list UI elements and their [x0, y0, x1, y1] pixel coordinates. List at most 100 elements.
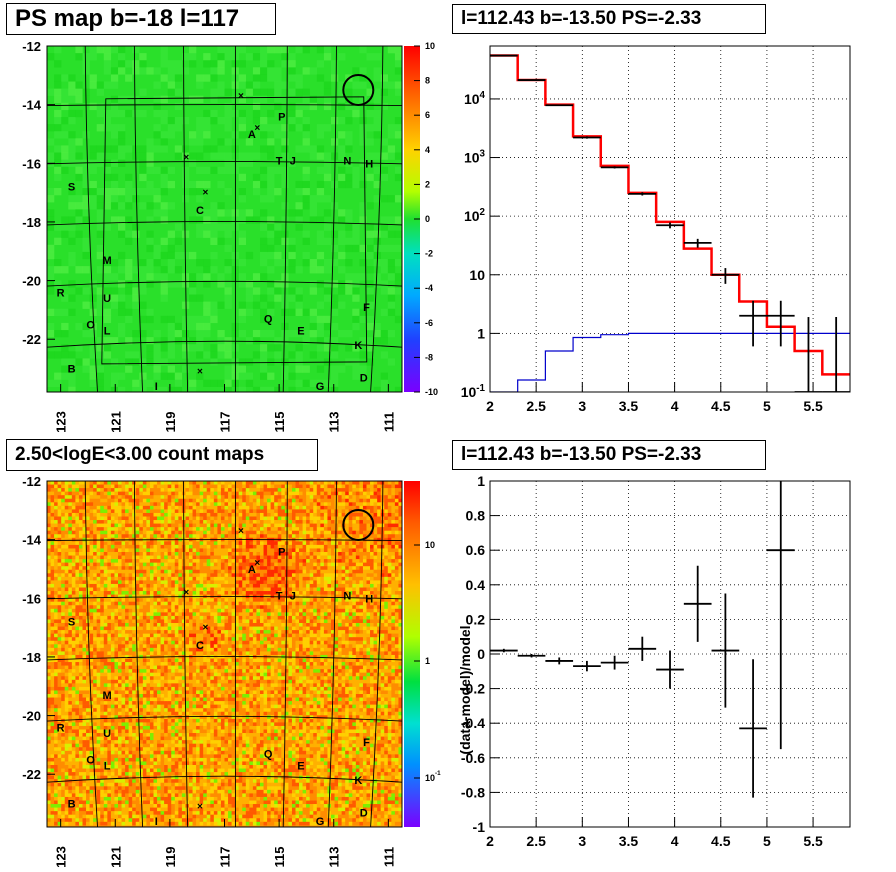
source-label: E	[297, 325, 304, 337]
source-cross: ×	[238, 526, 244, 537]
source-cross: ×	[254, 558, 260, 569]
source-label: N	[343, 155, 351, 167]
ps-map-texture	[47, 46, 402, 392]
total-model-line	[490, 54, 850, 376]
y-tick-label: 0.4	[466, 577, 486, 593]
colorbar-tick-label: 4	[425, 145, 430, 155]
x-tick-label: 2	[486, 398, 494, 414]
x-tick-label: 123	[54, 846, 69, 868]
colorbar-tick-label: -10	[425, 387, 438, 397]
x-tick-label: 4.5	[711, 398, 731, 414]
source-label: M	[102, 255, 111, 267]
y-tick-label: -12	[22, 474, 41, 489]
meridian-line	[133, 481, 144, 827]
x-tick-label: 2	[486, 833, 494, 849]
x-tick-label: 3	[578, 833, 586, 849]
source-label: H	[365, 593, 373, 605]
residual-axes: 2 2.5 3 3.5 4 4.5 5 5.5 1 0.8 0.6 0.4 0.2 0 -0.2 -0.4 -0…	[461, 473, 823, 849]
source-label: D	[360, 807, 368, 819]
source-label: O	[86, 755, 95, 767]
x-tick-label: 121	[108, 846, 123, 868]
y-tick-label: 10	[469, 267, 485, 283]
source-label: P	[278, 111, 285, 123]
source-label: K	[354, 340, 362, 352]
source-label: M	[102, 690, 111, 702]
x-tick-label: 113	[327, 847, 342, 868]
colorbar-tick-label: 8	[425, 76, 430, 86]
source-label: P	[278, 546, 285, 558]
y-tick-label: -16	[22, 591, 41, 606]
y-tick-label: -0.2	[461, 681, 485, 697]
x-tick-label: 111	[381, 412, 396, 432]
y-tick-label: 104	[464, 90, 486, 107]
parallel-line	[47, 596, 402, 600]
source-label: C	[196, 205, 204, 217]
source-label: A	[248, 129, 256, 141]
y-tick-label: 1	[477, 473, 485, 489]
meridian-line	[84, 481, 98, 827]
spectrum-grid	[489, 46, 850, 393]
x-tick-label: 3.5	[619, 398, 639, 414]
x-tick-label: 5	[763, 833, 771, 849]
source-label: A	[248, 564, 256, 576]
source-label: S	[68, 617, 75, 629]
y-tick-label: -18	[22, 215, 41, 230]
source-label: L	[104, 325, 111, 337]
x-tick-label: 121	[108, 411, 123, 433]
source-label: H	[365, 158, 373, 170]
colorbar-tick-label: -4	[425, 283, 433, 293]
source-label: D	[360, 372, 368, 384]
x-tick-label: 4.5	[711, 833, 731, 849]
spectrum-frame	[489, 45, 851, 393]
source-label: K	[354, 775, 362, 787]
x-tick-label: 4	[671, 833, 679, 849]
source-label: Q	[264, 749, 273, 761]
y-tick-label: 1	[477, 325, 485, 341]
source-cross: ×	[202, 623, 208, 634]
colorbar-tick-label: 10	[425, 540, 435, 550]
x-tick-label: 119	[163, 412, 178, 433]
colorbar-tick-label: 2	[425, 179, 430, 189]
ps-map-overlay: P A T J N H S C M R U F Q O L E K B D I G × × × × ×	[47, 46, 402, 393]
source-label: G	[316, 381, 325, 393]
parallel-line	[47, 775, 402, 783]
panel-title-residuals: l=112.43 b=-13.50 PS=-2.33	[452, 440, 766, 470]
residual-y-label: (data-model)/model	[457, 625, 473, 754]
panel-title-count-map: 2.50<logE<3.00 count maps	[6, 439, 318, 471]
meridian-line	[84, 46, 98, 392]
source-cross: ×	[254, 123, 260, 134]
ps-map-panel: P A T J N H S C M R U F Q O L E K B D I G × × × × × 10 8 6 4 2 0 -2 -4 -6…	[22, 39, 438, 433]
parallel-line	[47, 655, 402, 661]
source-label: J	[290, 590, 296, 602]
meridian-line	[183, 46, 189, 392]
source-cross: ×	[197, 801, 203, 812]
source-label: U	[103, 293, 111, 305]
colorbar-tick-label: -8	[425, 352, 433, 362]
source-cross: ×	[183, 152, 189, 163]
source-label: T	[276, 590, 283, 602]
source-label: Q	[264, 314, 273, 326]
count-colorbar	[404, 481, 420, 827]
x-tick-label: 123	[54, 411, 69, 433]
y-tick-label: -22	[22, 767, 41, 782]
colorbar-tick-label: 1	[425, 656, 430, 666]
source-label: F	[363, 302, 370, 314]
x-tick-label: 3.5	[619, 833, 639, 849]
source-label: R	[57, 722, 65, 734]
x-tick-label: 119	[163, 847, 178, 868]
source-label: T	[276, 155, 283, 167]
parallel-line	[47, 161, 402, 165]
source-label: S	[68, 182, 75, 194]
background-model-line	[490, 332, 850, 392]
panel-title-ps-map: PS map b=-18 l=117	[6, 3, 276, 35]
source-label: I	[155, 816, 158, 828]
panel-title-spectrum: l=112.43 b=-13.50 PS=-2.33	[452, 4, 766, 34]
x-tick-label: 3	[578, 398, 586, 414]
y-tick-label: -14	[22, 98, 42, 113]
ps-map-axes: -12 -14 -16 -18 -20 -22 123 121 119 117 115 113 111	[22, 39, 396, 433]
source-cross: ×	[238, 91, 244, 102]
count-map-axes: -12 -14 -16 -18 -20 -22 123 121 119 117 115 113 111	[22, 474, 396, 868]
source-label: I	[155, 381, 158, 393]
source-label: B	[68, 364, 76, 376]
